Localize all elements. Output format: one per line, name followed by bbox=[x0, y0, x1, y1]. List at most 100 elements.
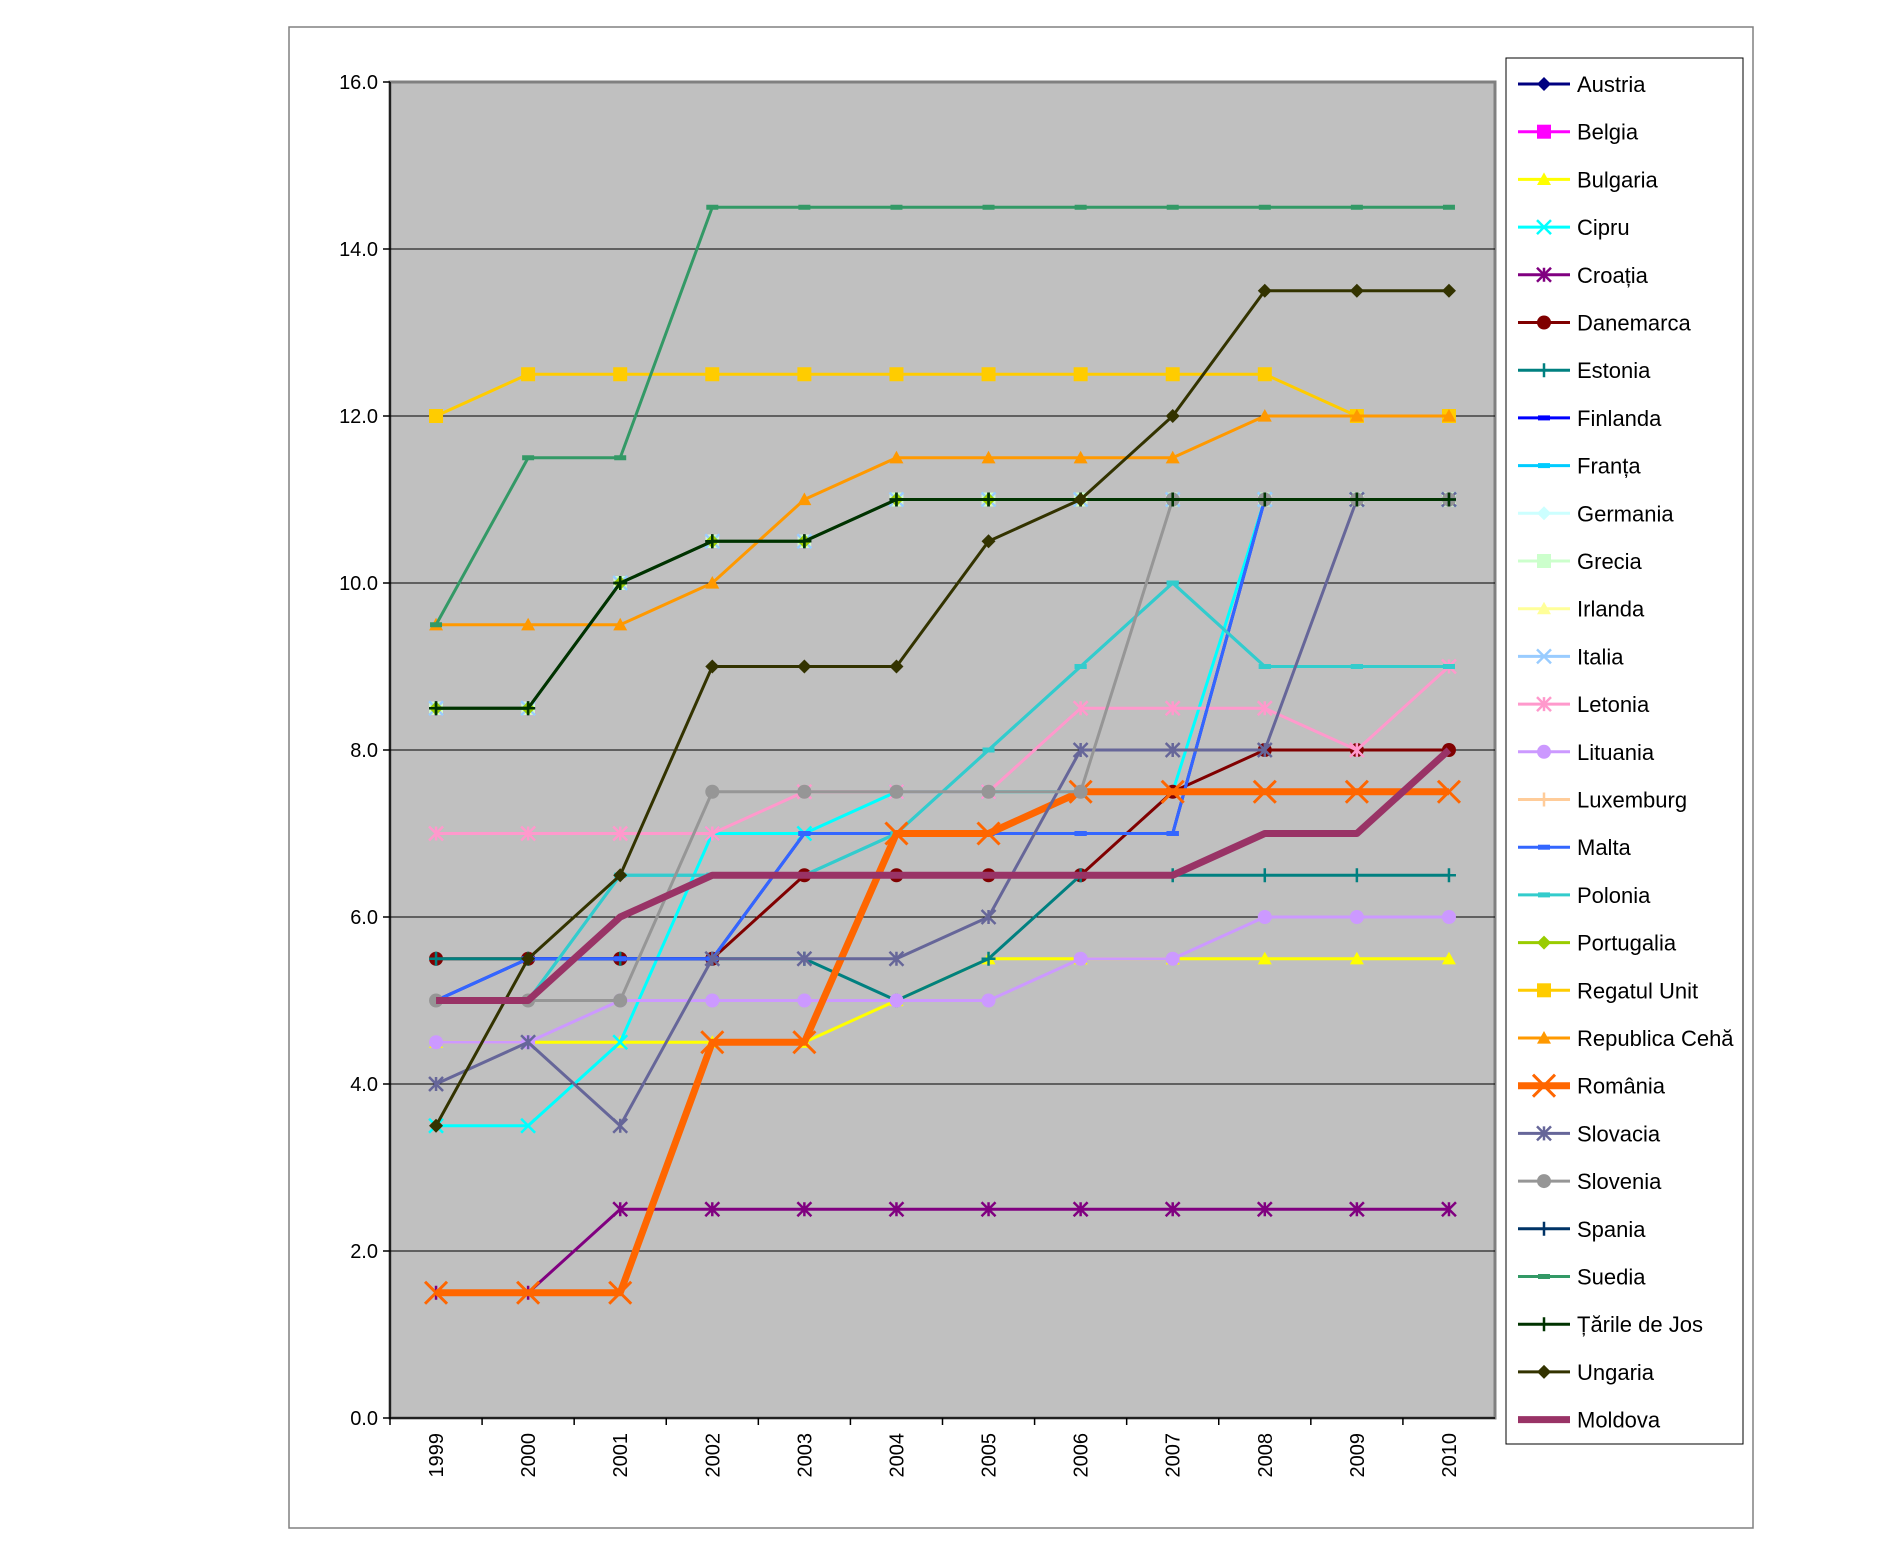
x-tick-label: 2004 bbox=[886, 1433, 908, 1478]
plus-marker bbox=[1349, 492, 1364, 507]
circle-marker bbox=[705, 784, 720, 799]
legend-label: Ungaria bbox=[1577, 1360, 1655, 1385]
star-marker bbox=[704, 950, 721, 967]
legend-label: România bbox=[1577, 1074, 1666, 1099]
series-line bbox=[436, 498, 1449, 710]
x-marker bbox=[700, 1030, 725, 1055]
dash-marker bbox=[1258, 204, 1271, 210]
star-marker bbox=[612, 1201, 629, 1218]
legend-item: Malta bbox=[1518, 835, 1632, 860]
star-marker bbox=[1348, 1201, 1365, 1218]
y-tick-label: 6.0 bbox=[350, 907, 378, 929]
legend-label: Franța bbox=[1577, 454, 1641, 479]
triangle-marker bbox=[1257, 951, 1272, 965]
x-tick-label: 1999 bbox=[426, 1433, 448, 1478]
plus-marker bbox=[1441, 868, 1456, 883]
legend-item: Estonia bbox=[1518, 358, 1651, 383]
legend-item: Irlanda bbox=[1518, 597, 1645, 622]
star-marker bbox=[1072, 742, 1089, 758]
circle-marker bbox=[1165, 951, 1180, 966]
dash-marker bbox=[982, 747, 995, 753]
series-ungaria bbox=[429, 283, 1456, 1133]
triangle-marker bbox=[1537, 172, 1551, 185]
y-tick-label: 14.0 bbox=[339, 239, 378, 261]
star-marker bbox=[1072, 700, 1089, 717]
legend-label: Slovenia bbox=[1577, 1169, 1662, 1194]
square-marker bbox=[1073, 367, 1088, 382]
legend-item: România bbox=[1518, 1073, 1666, 1099]
legend-label: Republica Cehă bbox=[1577, 1026, 1734, 1051]
series-line bbox=[435, 498, 1449, 1128]
legend-item: Croația bbox=[1518, 263, 1649, 288]
x-tick-label: 2005 bbox=[979, 1433, 1001, 1478]
legend-item: Portugalia bbox=[1518, 931, 1677, 956]
legend-label: Danemarca bbox=[1577, 311, 1691, 336]
plus-marker bbox=[1349, 868, 1364, 883]
legend-item: Germania bbox=[1518, 501, 1674, 526]
series-line bbox=[436, 788, 1449, 1297]
circle-marker bbox=[1441, 910, 1456, 924]
legend-label: Polonia bbox=[1577, 883, 1651, 908]
triangle-marker bbox=[1441, 951, 1456, 965]
legend-item: Slovacia bbox=[1518, 1121, 1661, 1146]
circle-marker bbox=[429, 1035, 444, 1050]
star-marker bbox=[1441, 1201, 1457, 1218]
dash-marker bbox=[1074, 664, 1087, 669]
square-marker bbox=[1257, 367, 1272, 382]
dash-marker bbox=[1350, 204, 1363, 210]
dash-marker bbox=[982, 204, 995, 210]
y-tick-label: 0.0 bbox=[350, 1408, 378, 1430]
legend: Austria Belgia Bulgaria Cipru Croația Danemar… bbox=[1518, 72, 1734, 1433]
star-marker bbox=[796, 950, 813, 967]
dash-marker bbox=[1074, 204, 1087, 210]
legend-item: Spania bbox=[1518, 1217, 1646, 1242]
plus-marker bbox=[429, 951, 444, 966]
dash-marker bbox=[1350, 664, 1363, 669]
diamond-marker bbox=[1165, 409, 1180, 423]
square-marker bbox=[705, 367, 720, 382]
star-marker bbox=[428, 1076, 444, 1092]
square-marker bbox=[1537, 124, 1551, 139]
legend-label: Finlanda bbox=[1577, 406, 1662, 431]
legend-label: Țările de Jos bbox=[1577, 1312, 1703, 1337]
plus-marker bbox=[1537, 792, 1551, 807]
dash-marker bbox=[890, 204, 903, 210]
x-marker bbox=[1436, 779, 1462, 804]
plus-marker bbox=[1257, 492, 1272, 507]
square-marker bbox=[797, 367, 812, 382]
triangle-marker bbox=[889, 450, 904, 464]
legend-label: Portugalia bbox=[1577, 931, 1677, 956]
x-tick-label: 2002 bbox=[702, 1433, 724, 1478]
legend-item: Luxemburg bbox=[1518, 788, 1687, 813]
triangle-marker bbox=[613, 617, 628, 631]
square-marker bbox=[981, 367, 996, 382]
square-marker bbox=[521, 367, 536, 382]
x-tick-label: 2006 bbox=[1071, 1433, 1093, 1478]
plus-marker bbox=[797, 534, 812, 549]
dash-marker bbox=[1538, 463, 1550, 469]
legend-item: Țările de Jos bbox=[1518, 1312, 1703, 1337]
triangle-marker bbox=[521, 617, 536, 631]
series-line bbox=[435, 372, 1449, 418]
plus-marker bbox=[1537, 363, 1551, 378]
plus-marker bbox=[1441, 492, 1456, 507]
series-line bbox=[436, 1207, 1449, 1295]
plus-marker bbox=[613, 576, 628, 590]
x-marker bbox=[884, 821, 909, 846]
dash-marker bbox=[706, 204, 719, 210]
star-marker bbox=[612, 1117, 629, 1134]
x-tick-label: 2003 bbox=[794, 1433, 816, 1478]
legend-label: Irlanda bbox=[1577, 597, 1645, 622]
x-marker bbox=[520, 1117, 537, 1134]
legend-label: Estonia bbox=[1577, 358, 1651, 383]
dash-marker bbox=[614, 956, 627, 962]
dash-marker bbox=[614, 455, 627, 461]
legend-item: Cipru bbox=[1518, 215, 1630, 240]
legend-label: Bulgaria bbox=[1577, 167, 1658, 192]
x-tick-label: 2008 bbox=[1255, 1433, 1277, 1478]
star-marker bbox=[520, 1034, 537, 1051]
star-marker bbox=[1536, 266, 1552, 283]
series-line bbox=[436, 747, 1452, 1004]
diamond-marker bbox=[429, 1118, 444, 1133]
star-marker bbox=[612, 825, 629, 842]
